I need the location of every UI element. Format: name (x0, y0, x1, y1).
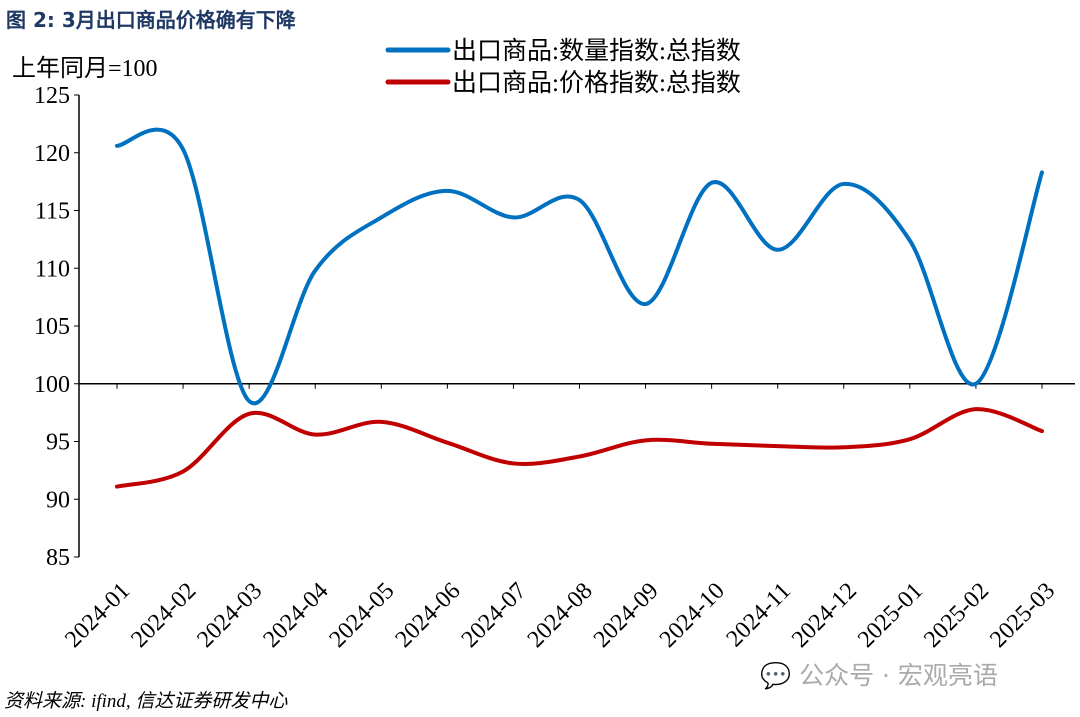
legend-label-1: 出口商品:价格指数:总指数 (452, 69, 741, 97)
watermark: 💬 公众号 · 宏观亮语 (760, 656, 998, 692)
y-tick-label: 125 (34, 83, 70, 109)
x-tick-label: 2025-03 (985, 578, 1060, 653)
legend-label-0: 出口商品:数量指数:总指数 (452, 37, 741, 65)
x-tick-label: 2024-02 (126, 578, 201, 653)
x-tick-label: 2024-03 (192, 578, 267, 653)
y-tick-label: 120 (34, 141, 70, 167)
wechat-icon: 💬 (760, 661, 792, 690)
x-tick-label: 2024-07 (457, 578, 532, 653)
series-line-0 (115, 127, 1044, 406)
x-tick-label: 2024-06 (391, 578, 466, 653)
y-tick-label: 95 (46, 430, 70, 456)
x-tick-label: 2024-08 (523, 578, 598, 653)
y-tick-label: 85 (46, 545, 70, 571)
x-tick-label: 2024-10 (655, 578, 730, 653)
y-axis-unit-label: 上年同月=100 (12, 56, 158, 82)
x-tick-label: 2024-01 (60, 578, 135, 653)
y-tick-label: 100 (34, 372, 70, 398)
y-tick-label: 90 (46, 487, 70, 513)
x-tick-label: 2024-05 (325, 578, 400, 653)
x-tick-label: 2024-12 (787, 578, 862, 653)
y-tick-label: 110 (35, 256, 70, 282)
y-tick-label: 115 (35, 199, 70, 225)
source-note: 资料来源: ifind, 信达证券研发中心 (4, 691, 288, 712)
y-tick-label: 105 (34, 314, 70, 340)
x-tick-label: 2025-02 (919, 578, 994, 653)
series-line-1 (115, 407, 1044, 489)
figure-title: 图 2: 3月出口商品价格确有下降 (6, 8, 296, 32)
x-tick-label: 2024-09 (589, 578, 664, 653)
x-tick-label: 2025-01 (853, 578, 928, 653)
x-tick-label: 2024-04 (258, 578, 333, 653)
watermark-text: 公众号 · 宏观亮语 (799, 661, 998, 690)
x-tick-label: 2024-11 (722, 578, 796, 652)
